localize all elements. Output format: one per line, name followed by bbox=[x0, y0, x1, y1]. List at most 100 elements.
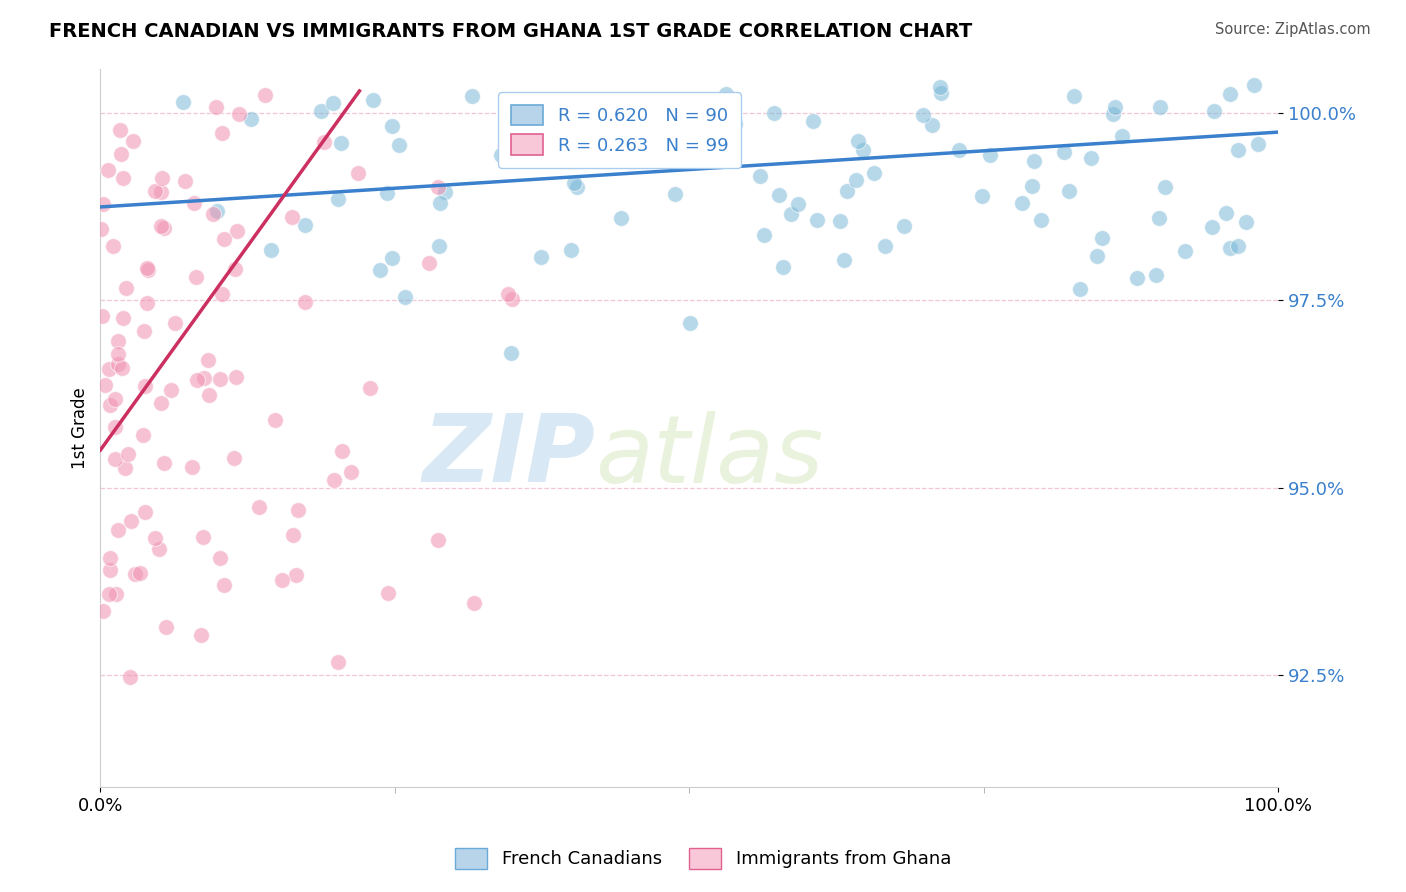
Point bbox=[97, 162, 120, 177]
Point bbox=[135, 296, 157, 310]
Point bbox=[1053, 145, 1076, 159]
Point bbox=[1029, 213, 1052, 227]
Point bbox=[98, 563, 121, 577]
Point bbox=[111, 170, 134, 185]
Point bbox=[311, 103, 333, 118]
Point bbox=[644, 140, 666, 154]
Point bbox=[426, 179, 449, 194]
Point bbox=[501, 346, 523, 360]
Point bbox=[427, 533, 450, 548]
Point bbox=[153, 221, 176, 235]
Point bbox=[979, 147, 1001, 161]
Point bbox=[197, 353, 219, 368]
Point bbox=[209, 550, 232, 565]
Point bbox=[329, 136, 352, 150]
Point bbox=[253, 87, 276, 102]
Point bbox=[283, 528, 305, 542]
Point bbox=[172, 95, 194, 109]
Point bbox=[294, 294, 316, 309]
Point bbox=[205, 100, 228, 114]
Point bbox=[149, 396, 172, 410]
Point bbox=[496, 142, 519, 156]
Point bbox=[1091, 231, 1114, 245]
Point bbox=[326, 192, 349, 206]
Point bbox=[664, 187, 686, 202]
Point bbox=[134, 506, 156, 520]
Point bbox=[1063, 89, 1085, 103]
Point bbox=[1104, 100, 1126, 114]
Point bbox=[91, 197, 114, 211]
Point bbox=[489, 148, 512, 162]
Point bbox=[183, 195, 205, 210]
Point bbox=[1219, 87, 1241, 102]
Point bbox=[568, 126, 591, 140]
Point bbox=[134, 324, 156, 338]
Point bbox=[180, 460, 202, 475]
Point bbox=[260, 243, 283, 257]
Point bbox=[1234, 214, 1257, 228]
Point bbox=[107, 357, 129, 371]
Point bbox=[104, 419, 127, 434]
Point bbox=[124, 567, 146, 582]
Point bbox=[496, 287, 519, 301]
Point bbox=[370, 262, 392, 277]
Point bbox=[247, 500, 270, 515]
Point bbox=[190, 628, 212, 642]
Point bbox=[530, 250, 553, 264]
Point bbox=[972, 189, 994, 203]
Point bbox=[239, 112, 262, 126]
Point bbox=[117, 447, 139, 461]
Point bbox=[263, 413, 285, 427]
Point bbox=[875, 239, 897, 253]
Point bbox=[98, 550, 121, 565]
Point bbox=[153, 456, 176, 470]
Point bbox=[191, 530, 214, 544]
Point bbox=[136, 260, 159, 275]
Point bbox=[225, 370, 247, 384]
Point bbox=[104, 452, 127, 467]
Point bbox=[763, 106, 786, 120]
Point bbox=[1247, 136, 1270, 151]
Point bbox=[388, 138, 411, 153]
Point bbox=[1153, 179, 1175, 194]
Point bbox=[806, 213, 828, 227]
Point bbox=[107, 347, 129, 361]
Point bbox=[118, 670, 141, 684]
Point bbox=[1204, 104, 1226, 119]
Point bbox=[394, 290, 416, 304]
Point bbox=[772, 260, 794, 274]
Point bbox=[332, 444, 354, 458]
Point bbox=[208, 372, 231, 386]
Point bbox=[148, 542, 170, 557]
Point bbox=[294, 218, 316, 232]
Text: Source: ZipAtlas.com: Source: ZipAtlas.com bbox=[1215, 22, 1371, 37]
Point bbox=[610, 211, 633, 226]
Point bbox=[1174, 244, 1197, 259]
Point bbox=[429, 196, 451, 211]
Legend: French Canadians, Immigrants from Ghana: French Canadians, Immigrants from Ghana bbox=[447, 840, 959, 876]
Point bbox=[463, 596, 485, 610]
Point bbox=[211, 126, 233, 140]
Point bbox=[115, 281, 138, 295]
Point bbox=[160, 384, 183, 398]
Point bbox=[381, 251, 404, 265]
Point bbox=[928, 80, 950, 95]
Point bbox=[174, 174, 197, 188]
Point bbox=[929, 87, 952, 101]
Point bbox=[322, 473, 344, 487]
Point bbox=[1021, 178, 1043, 193]
Point bbox=[1219, 241, 1241, 255]
Point bbox=[110, 147, 132, 161]
Point bbox=[846, 134, 869, 148]
Point bbox=[222, 450, 245, 465]
Point bbox=[1215, 206, 1237, 220]
Point bbox=[893, 219, 915, 233]
Point bbox=[312, 135, 335, 149]
Point bbox=[120, 514, 142, 528]
Point bbox=[381, 120, 404, 134]
Point bbox=[1226, 239, 1249, 253]
Point bbox=[136, 262, 159, 277]
Point bbox=[150, 170, 173, 185]
Point bbox=[91, 604, 114, 618]
Point bbox=[225, 223, 247, 237]
